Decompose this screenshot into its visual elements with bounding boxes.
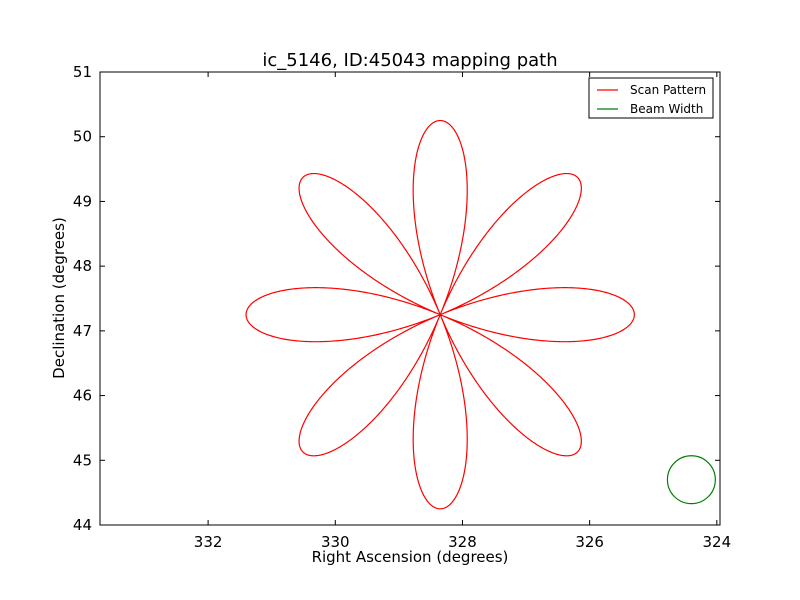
y-axis: 44 45 46 47 48 49 50 51	[73, 63, 720, 534]
legend-label-scan: Scan Pattern	[630, 83, 706, 97]
legend-box	[588, 77, 714, 119]
plot-area	[99, 71, 721, 526]
y-axis-label: Declination (degrees)	[50, 217, 68, 379]
legend: Scan Pattern Beam Width	[588, 77, 714, 119]
y-tick-label: 48	[73, 257, 92, 275]
x-tick-label: 324	[703, 533, 732, 551]
chart-title: ic_5146, ID:45043 mapping path	[262, 50, 557, 71]
plot-frame	[99, 71, 721, 526]
x-tick-label: 330	[321, 533, 350, 551]
y-tick-label: 49	[73, 192, 92, 210]
y-tick-label: 46	[73, 387, 92, 405]
beam-width-circle	[666, 455, 716, 505]
x-axis: 332 330 328 326 324	[194, 72, 731, 551]
y-tick-label: 45	[73, 451, 92, 469]
y-tick-label: 47	[73, 322, 92, 340]
y-tick-label: 51	[73, 63, 92, 81]
legend-label-beam: Beam Width	[630, 102, 703, 116]
x-axis-label: Right Ascension (degrees)	[312, 548, 509, 566]
x-tick-label: 326	[575, 533, 604, 551]
y-tick-label: 50	[73, 128, 92, 146]
y-tick-label: 44	[73, 516, 92, 534]
x-tick-label: 328	[448, 533, 477, 551]
x-tick-label: 332	[194, 533, 223, 551]
scan-pattern-line	[245, 119, 635, 510]
